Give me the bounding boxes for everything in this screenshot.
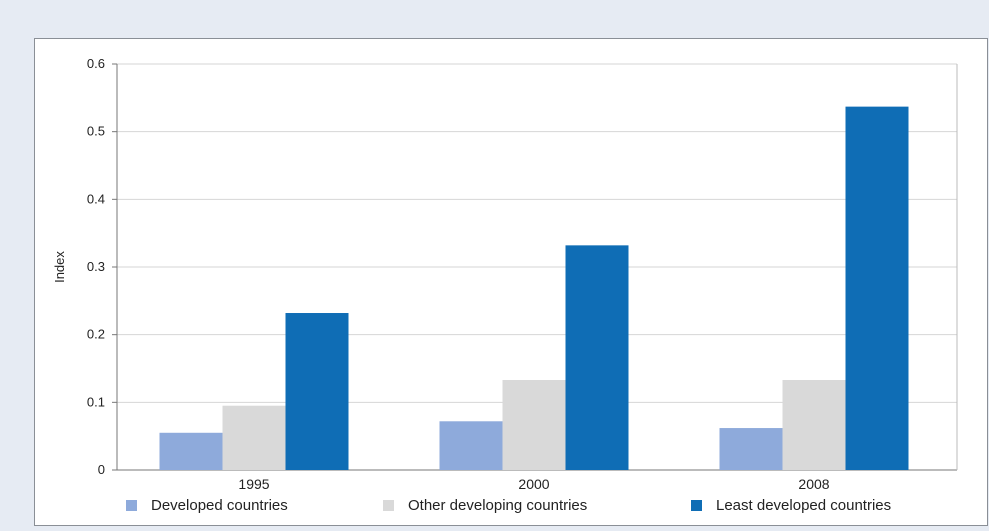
y-tick-label: 0 <box>98 462 105 477</box>
bar <box>782 380 846 470</box>
y-axis-ticks: 0 0.1 0.2 0.3 0.4 0.5 0.6 <box>87 56 117 477</box>
bar <box>439 421 503 470</box>
x-category-label: 2008 <box>798 476 829 492</box>
bar <box>719 428 783 470</box>
bar <box>222 405 286 470</box>
bar <box>285 313 349 470</box>
legend-label: Least developed countries <box>716 497 891 514</box>
y-tick-label: 0.5 <box>87 124 105 139</box>
legend-swatch <box>126 500 137 511</box>
legend-label: Developed countries <box>151 497 288 514</box>
x-axis-categories: 1995 2000 2008 <box>238 476 829 492</box>
bar <box>502 380 566 470</box>
y-tick-label: 0.2 <box>87 327 105 342</box>
bars <box>159 106 909 470</box>
y-tick-label: 0.4 <box>87 191 105 206</box>
legend-swatch <box>383 500 394 511</box>
y-tick-label: 0.1 <box>87 394 105 409</box>
legend-swatch <box>691 500 702 511</box>
bar <box>159 432 223 470</box>
x-category-label: 1995 <box>238 476 269 492</box>
y-tick-label: 0.6 <box>87 56 105 71</box>
bar <box>565 245 629 470</box>
y-axis-title: Index <box>52 251 67 283</box>
legend: Developed countries Other developing coun… <box>126 497 891 514</box>
x-category-label: 2000 <box>518 476 549 492</box>
legend-label: Other developing countries <box>408 497 587 514</box>
y-tick-label: 0.3 <box>87 259 105 274</box>
bar <box>845 106 909 470</box>
